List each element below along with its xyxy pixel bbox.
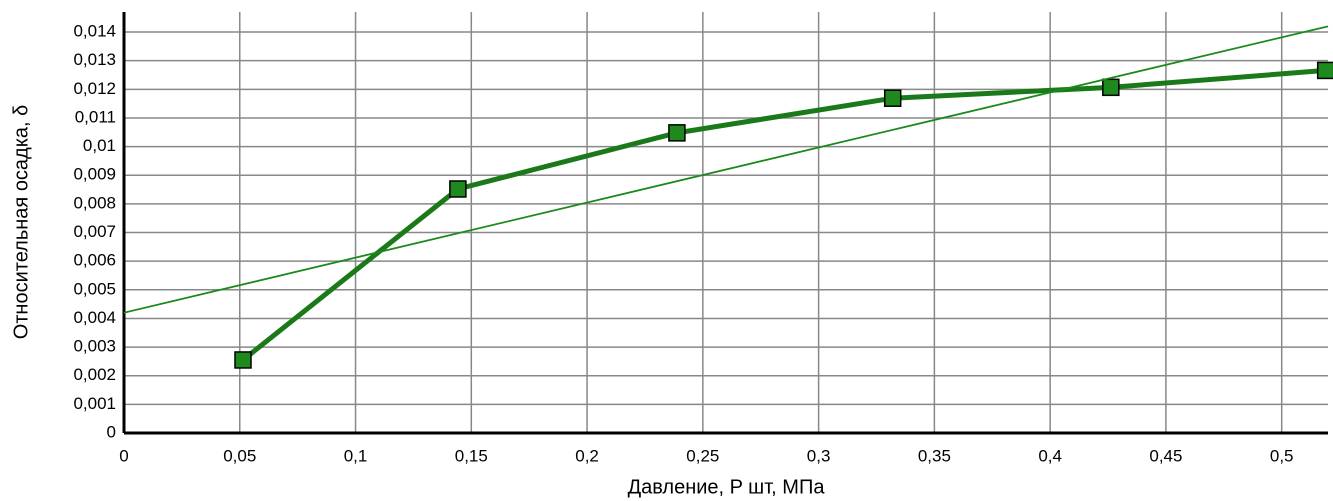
y-tick-label: 0,011 xyxy=(75,107,116,126)
point-marker xyxy=(1316,61,1333,80)
point-marker xyxy=(234,351,252,369)
point-marker xyxy=(883,89,902,107)
series-line xyxy=(123,25,1329,314)
y-tick-label: 0,007 xyxy=(73,222,116,241)
y-tick-label: 0,004 xyxy=(73,308,116,327)
y-tick-label: 0,013 xyxy=(73,50,116,69)
y-tick-label: 0,009 xyxy=(73,165,116,184)
y-tick-label: 0 xyxy=(107,422,116,441)
x-tick-label: 0,05 xyxy=(223,446,256,465)
y-tick-label: 0,003 xyxy=(73,337,116,356)
x-tick-label: 0,15 xyxy=(455,446,488,465)
x-tick-label: 0,2 xyxy=(575,446,599,465)
point-marker xyxy=(449,180,467,198)
y-axis-label: Относительная осадка, δ xyxy=(10,105,32,340)
x-tick-label: 0,25 xyxy=(686,446,719,465)
y-tick-label: 0,002 xyxy=(73,365,116,384)
x-axis-label: Давление, P шт, МПа xyxy=(628,476,826,498)
point-marker xyxy=(668,124,686,142)
point-marker xyxy=(1102,78,1120,97)
x-tick-label: 0,1 xyxy=(344,446,368,465)
y-tick-label: 0,008 xyxy=(73,193,116,212)
x-tick-label: 0 xyxy=(119,446,128,465)
x-tick-label: 0,4 xyxy=(1038,446,1062,465)
y-tick-label: 0,005 xyxy=(73,279,116,298)
y-tick-label: 0,001 xyxy=(73,394,116,413)
x-tick-label: 0,5 xyxy=(1270,446,1294,465)
y-tick-label: 0,012 xyxy=(73,79,116,98)
x-tick-label: 0,3 xyxy=(807,446,831,465)
series-line xyxy=(241,67,1326,362)
x-tick-label: 0,45 xyxy=(1149,446,1182,465)
y-tick-label: 0,006 xyxy=(73,251,116,270)
y-tick-label: 0,014 xyxy=(73,22,116,41)
y-tick-label: 0,01 xyxy=(83,136,116,155)
x-tick-label: 0,35 xyxy=(918,446,951,465)
